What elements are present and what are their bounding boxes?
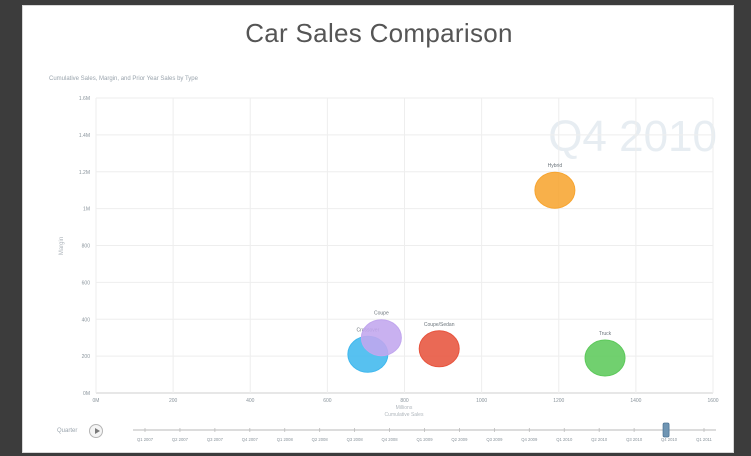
- play-axis-label: Q3 2010: [626, 437, 643, 442]
- x-tick-label: 1400: [630, 398, 641, 404]
- x-tick-label: 0M: [93, 398, 100, 404]
- y-tick-label: 1.4M: [79, 133, 90, 139]
- x-tick-label: 400: [246, 398, 255, 404]
- play-axis-label: Q1 2011: [696, 437, 712, 442]
- play-axis-label: Q2 2009: [451, 437, 468, 442]
- scatter-plot: Q4 2010 0M 200 400 600 800 1M 1.2M 1.4M 1.6M 0M 2…: [59, 96, 719, 442]
- play-axis-label: Q4 2007: [242, 437, 259, 442]
- play-icon: [95, 428, 100, 434]
- x-tick-label: 600: [323, 398, 332, 404]
- play-axis-label: Q4 2008: [382, 437, 399, 442]
- play-axis-label: Q3 2009: [486, 437, 503, 442]
- y-tick-label: 600: [82, 280, 91, 286]
- bubble-label-hybrid: Hybrid: [548, 163, 563, 169]
- y-tick-label: 400: [82, 317, 91, 323]
- chart-subtitle: Cumulative Sales, Margin, and Prior Year…: [49, 76, 198, 82]
- chart-card: Car Sales Comparison Cumulative Sales, M…: [22, 5, 734, 453]
- y-tick-label: 1.6M: [79, 96, 90, 102]
- x-axis-label: Cumulative Sales: [385, 412, 424, 418]
- x-tick-label: 1000: [476, 398, 487, 404]
- chart-title: Car Sales Comparison: [245, 18, 513, 48]
- bubble-label-coupe: Coupe: [374, 311, 389, 317]
- x-tick-label: 1600: [707, 398, 718, 404]
- play-axis-label: Q1 2007: [137, 437, 154, 442]
- y-tick-label: 1.2M: [79, 170, 90, 176]
- play-axis-label: Q3 2008: [347, 437, 364, 442]
- y-axis-label: Margin: [59, 237, 65, 255]
- play-axis-handle[interactable]: [662, 422, 670, 438]
- x-tick-label: 800: [400, 398, 409, 404]
- x-tick-label: 200: [169, 398, 178, 404]
- y-tick-label: 200: [82, 354, 91, 360]
- play-axis-label: Q3 2007: [207, 437, 224, 442]
- bubble-coupe-sedan[interactable]: [418, 330, 460, 368]
- bubble-label-coupe-sedan: Coupe/Sedan: [424, 322, 455, 328]
- x-axis-ticks: 0M 200 400 600 800 1000 1200 1400 1600: [93, 398, 719, 404]
- y-tick-label: 0M: [83, 391, 90, 397]
- time-watermark: Q4 2010: [548, 112, 717, 161]
- play-axis-label: Q1 2009: [416, 437, 433, 442]
- play-axis-label: Q2 2007: [172, 437, 189, 442]
- bubble-truck[interactable]: [584, 339, 626, 377]
- bubble-label-truck: Truck: [599, 331, 612, 337]
- play-axis-label: Q2 2010: [591, 437, 608, 442]
- play-axis-label: Q1 2008: [277, 437, 294, 442]
- y-tick-label: 1M: [83, 207, 90, 213]
- play-axis: Q1 2007 Q2 2007 Q3 2007 Q4 2007 Q1 2008 Q2 20…: [133, 422, 716, 442]
- bubble-coupe[interactable]: [360, 319, 402, 357]
- play-axis-label: Quarter: [57, 428, 78, 434]
- bubble-hybrid[interactable]: [534, 171, 576, 209]
- play-axis-label: Q2 2008: [312, 437, 329, 442]
- play-axis-label: Q1 2010: [556, 437, 573, 442]
- play-axis-label: Q4 2009: [521, 437, 538, 442]
- x-tick-label: 1200: [553, 398, 564, 404]
- play-button[interactable]: [89, 424, 103, 438]
- play-axis-label: Q4 2010: [661, 437, 678, 442]
- y-axis-ticks: 0M 200 400 600 800 1M 1.2M 1.4M 1.6M: [79, 96, 90, 397]
- y-tick-label: 800: [82, 244, 91, 250]
- x-axis-label-units: Millions: [396, 405, 413, 411]
